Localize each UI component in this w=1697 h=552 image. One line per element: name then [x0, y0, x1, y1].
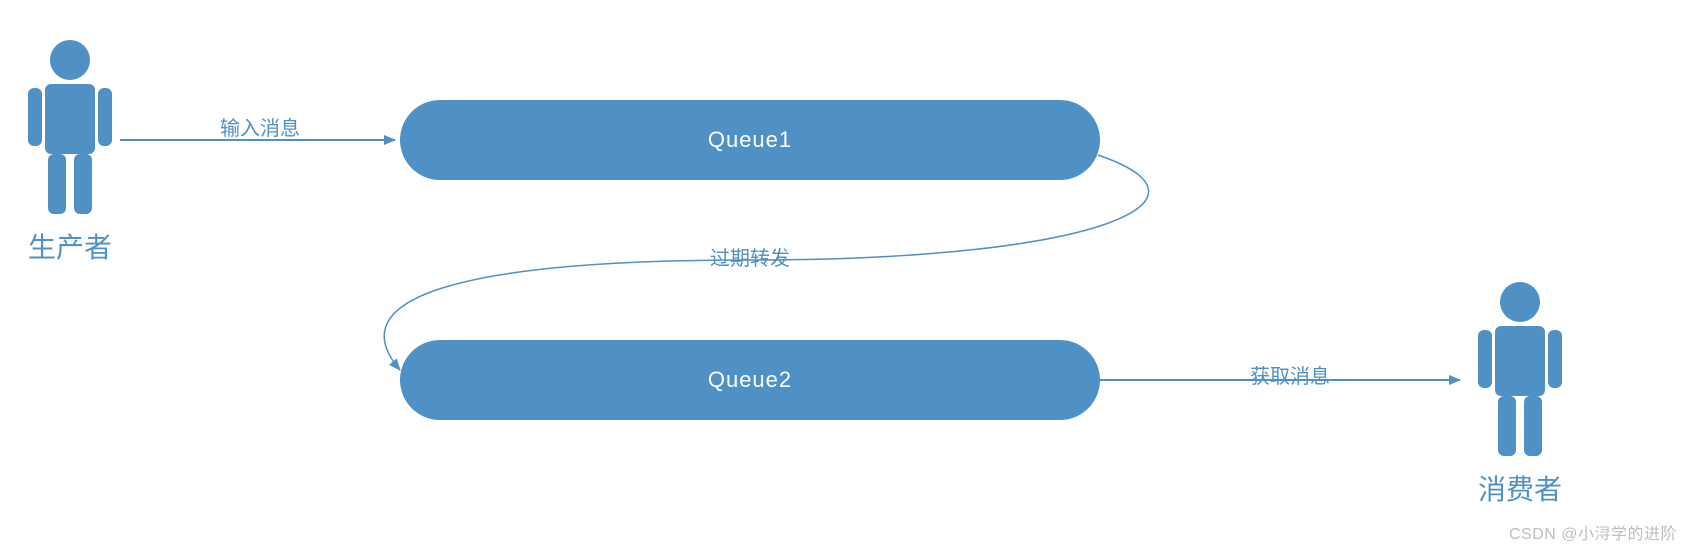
queue2-node: Queue2 — [400, 340, 1100, 420]
edge-label-expire-forward: 过期转发 — [710, 242, 790, 271]
person-icon — [1470, 280, 1570, 460]
person-icon — [20, 38, 120, 218]
diagram-canvas: 生产者 Queue1 Queue2 消费者 输入消息 过期转发 获取消息 CSD… — [0, 0, 1697, 552]
producer-label: 生产者 — [28, 226, 112, 266]
edge-label-consume: 获取消息 — [1250, 360, 1330, 389]
producer-actor: 生产者 — [20, 38, 120, 266]
consumer-label: 消费者 — [1478, 468, 1562, 508]
queue1-node: Queue1 — [400, 100, 1100, 180]
connectors-layer — [0, 0, 1697, 552]
queue2-label: Queue2 — [708, 367, 792, 393]
consumer-actor: 消费者 — [1470, 280, 1570, 508]
edge-label-input: 输入消息 — [220, 112, 300, 141]
watermark-text: CSDN @小浔学的进阶 — [1509, 520, 1677, 544]
queue1-label: Queue1 — [708, 127, 792, 153]
